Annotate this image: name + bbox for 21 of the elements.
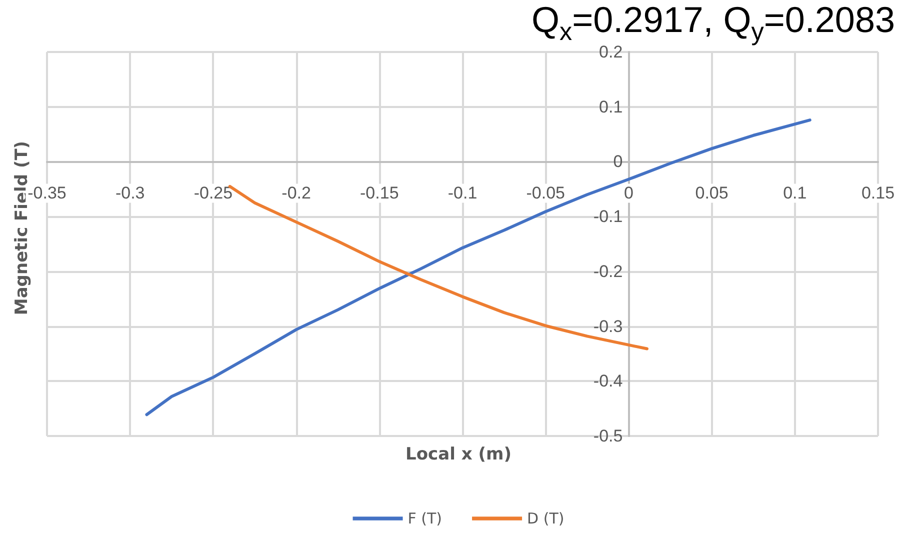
x-tick-label: -0.3 — [115, 184, 145, 203]
line-series — [145, 118, 812, 416]
y-tick-label: -0.3 — [593, 316, 623, 336]
y-tick-label: -0.1 — [593, 207, 623, 226]
x-tick-label: -0.05 — [526, 184, 565, 203]
y-tick-label: -0.4 — [593, 372, 623, 391]
x-tick-label: 0.05 — [695, 184, 728, 203]
legend-label: F (T) — [408, 510, 442, 528]
x-tick-label: -0.25 — [194, 184, 233, 203]
legend-label: D (T) — [527, 510, 564, 528]
y-tick-label: -0.2 — [593, 262, 623, 281]
x-tick-label: -0.35 — [28, 184, 66, 203]
y-tick-label: 0.1 — [599, 97, 623, 116]
y-tick-label: 0 — [613, 152, 623, 172]
x-tick-label: 0.1 — [783, 184, 807, 203]
x-tick-label: 0.15 — [861, 184, 895, 203]
x-axis-title: Local x (m) — [406, 444, 512, 464]
x-tick-label: -0.15 — [360, 184, 399, 203]
x-tick-label: -0.1 — [448, 184, 478, 203]
x-tick-label: -0.2 — [282, 184, 311, 203]
y-tick-label: -0.5 — [593, 426, 623, 446]
